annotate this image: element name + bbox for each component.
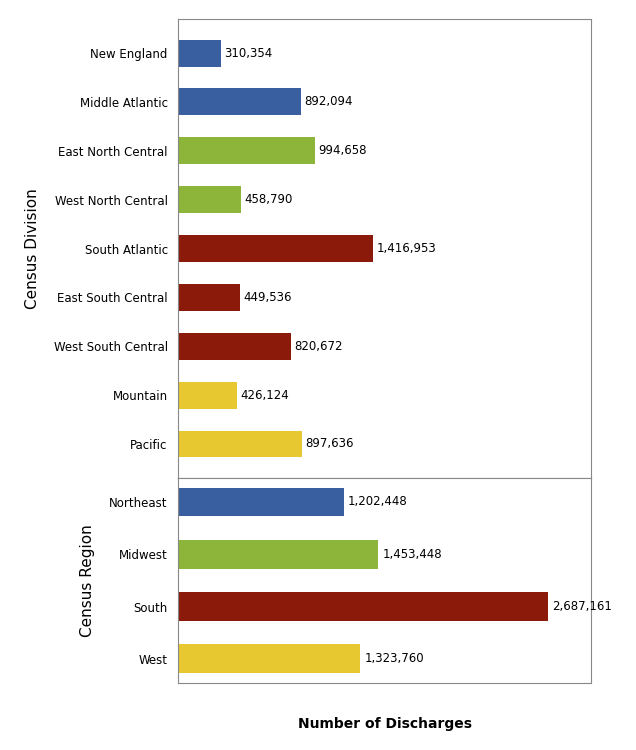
Text: 1,323,760: 1,323,760 <box>364 652 424 665</box>
Bar <box>178 540 378 568</box>
Text: 449,536: 449,536 <box>244 291 292 304</box>
Bar <box>178 333 291 360</box>
Text: 310,354: 310,354 <box>225 46 273 59</box>
Text: 426,124: 426,124 <box>240 388 289 401</box>
Text: 897,636: 897,636 <box>305 437 354 451</box>
Text: 1,416,953: 1,416,953 <box>377 242 436 255</box>
Bar <box>178 382 237 409</box>
Text: 1,453,448: 1,453,448 <box>382 548 442 561</box>
Text: 2,687,161: 2,687,161 <box>553 600 612 613</box>
Y-axis label: Census Region: Census Region <box>80 524 95 637</box>
Bar <box>178 235 373 262</box>
Bar <box>178 644 361 674</box>
Bar <box>178 186 241 213</box>
Y-axis label: Census Division: Census Division <box>25 188 39 309</box>
Text: 994,658: 994,658 <box>319 144 367 158</box>
Bar <box>178 488 344 516</box>
Text: Number of Discharges: Number of Discharges <box>298 717 472 731</box>
Text: 1,202,448: 1,202,448 <box>348 496 408 508</box>
Bar <box>178 430 301 457</box>
Bar <box>178 592 548 621</box>
Bar <box>178 284 240 310</box>
Text: 458,790: 458,790 <box>245 194 293 206</box>
Bar <box>178 137 315 164</box>
Text: 820,672: 820,672 <box>294 340 343 352</box>
Bar <box>178 88 301 116</box>
Bar <box>178 40 221 67</box>
Text: 892,094: 892,094 <box>305 95 353 109</box>
